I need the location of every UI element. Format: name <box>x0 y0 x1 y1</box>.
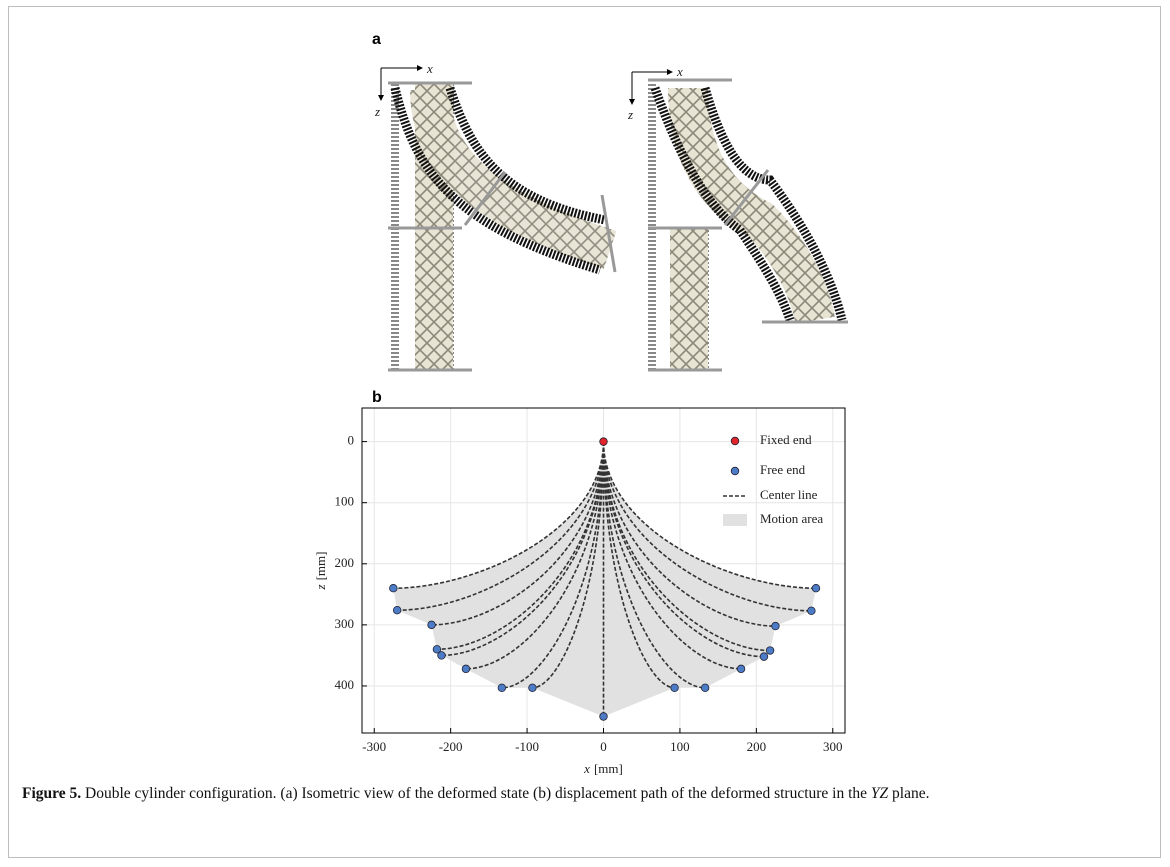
caption-italic: YZ <box>871 785 888 802</box>
page: {"panel_a": {"label": "a", "left": {"x_a… <box>0 0 1170 867</box>
data-point <box>812 584 820 592</box>
y-tick-label: 300 <box>335 616 355 631</box>
data-point <box>393 606 401 614</box>
data-point <box>600 438 608 446</box>
x-tick-label: 300 <box>823 739 843 754</box>
y-tick-label: 100 <box>335 494 355 509</box>
x-tick-label: -100 <box>515 739 539 754</box>
data-point <box>808 607 816 615</box>
data-point <box>760 653 768 661</box>
x-tick-label: 200 <box>747 739 767 754</box>
legend-label: Motion area <box>760 511 823 526</box>
x-axis-label: x [mm] <box>583 761 623 776</box>
data-point <box>737 665 745 673</box>
caption: Figure 5. Double cylinder configuration.… <box>22 783 1142 805</box>
data-point <box>498 684 506 692</box>
x-tick-label: -300 <box>362 739 386 754</box>
data-point <box>428 621 436 629</box>
x-tick-label: -200 <box>439 739 463 754</box>
axis-label: z <box>374 104 380 119</box>
axis-unit: [mm] <box>313 552 328 581</box>
y-tick-label: 0 <box>348 433 355 448</box>
axis-var: z <box>313 584 328 590</box>
data-point <box>671 684 679 692</box>
right-illustration <box>632 72 848 370</box>
legend-label: Free end <box>760 462 806 477</box>
legend-label: Center line <box>760 487 818 502</box>
axis-unit: [mm] <box>594 761 623 776</box>
data-point <box>600 713 608 721</box>
data-point <box>462 665 470 673</box>
axis-label: z <box>627 107 633 122</box>
y-tick-label: 400 <box>335 677 355 692</box>
axis-label: x <box>426 61 433 76</box>
panel-label: b <box>372 389 382 406</box>
axis-var: x <box>583 761 590 776</box>
left-illustration <box>381 68 615 370</box>
x-tick-label: 100 <box>670 739 690 754</box>
data-point <box>772 622 780 630</box>
panel-label: a <box>372 31 381 48</box>
legend-marker <box>731 467 739 475</box>
caption-text: Double cylinder configuration. (a) Isome… <box>81 785 871 802</box>
data-point <box>390 584 398 592</box>
data-point <box>529 684 537 692</box>
caption-text: plane. <box>888 785 929 802</box>
caption-label: Figure 5. <box>22 785 81 802</box>
legend-label: Fixed end <box>760 432 812 447</box>
data-point <box>438 652 446 660</box>
figure: a x z x z b -300 -200 -100 0 100 200 300 0 100 20… <box>0 0 1170 867</box>
data-point <box>766 647 774 655</box>
data-point <box>701 684 709 692</box>
legend-area <box>723 514 747 526</box>
legend-marker <box>731 437 739 445</box>
y-axis-label: z [mm] <box>313 552 328 591</box>
y-tick-label: 200 <box>335 555 355 570</box>
x-tick-label: 0 <box>600 739 607 754</box>
axis-label: x <box>676 64 683 79</box>
